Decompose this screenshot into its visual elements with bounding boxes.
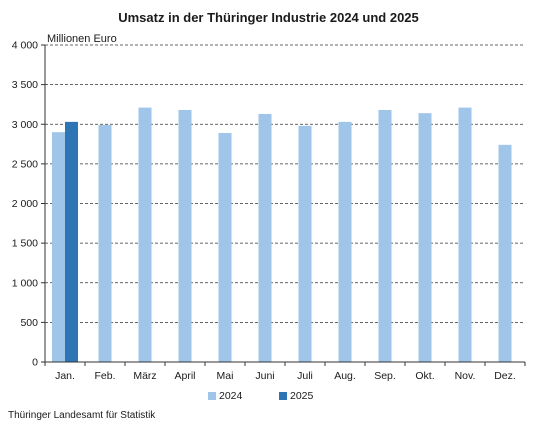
bar-2024-7	[338, 121, 352, 362]
legend-swatch-2024	[208, 392, 216, 400]
axes	[41, 44, 526, 366]
bar-2024-5	[258, 113, 272, 362]
x-tick-label: Okt.	[415, 370, 434, 382]
legend-swatch-2025	[279, 392, 287, 400]
bar-2024-6	[298, 125, 312, 363]
legend-label-2024: 2024	[219, 390, 243, 402]
x-tick-label: Nov.	[455, 370, 476, 382]
bar-2024-10	[458, 107, 472, 362]
legend: 2024 2025	[208, 390, 314, 402]
x-tick-label: Aug.	[334, 370, 356, 382]
bar-2024-0	[52, 132, 65, 362]
source-note: Thüringer Landesamt für Statistik	[8, 410, 156, 421]
bars	[52, 107, 512, 363]
bar-2024-8	[378, 109, 392, 362]
x-tick-label: Jan.	[55, 370, 75, 382]
y-tick-label: 4 000	[12, 40, 38, 52]
y-tick-label: 0	[32, 357, 38, 369]
y-tick-label: 500	[20, 317, 38, 329]
bar-2024-9	[418, 113, 432, 362]
bar-2025-0	[65, 121, 78, 362]
x-tick-label: Feb.	[94, 370, 115, 382]
y-tick-label: 1 000	[12, 277, 38, 289]
legend-label-2025: 2025	[290, 390, 314, 402]
bar-2024-3	[178, 109, 192, 362]
y-axis-unit-label: Millionen Euro	[47, 33, 117, 45]
bar-2024-4	[218, 132, 232, 362]
x-tick-label: Sep.	[374, 370, 396, 382]
x-tick-label: Mai	[217, 370, 234, 382]
bar-2024-2	[138, 107, 152, 362]
bar-2024-1	[98, 125, 112, 362]
y-tick-label: 3 500	[12, 79, 38, 91]
y-tick-label: 1 500	[12, 238, 38, 250]
chart-title: Umsatz in der Thüringer Industrie 2024 u…	[118, 10, 419, 25]
x-tick-label: Juli	[297, 370, 313, 382]
x-tick-label: April	[174, 370, 195, 382]
x-tick-label: März	[133, 370, 156, 382]
y-tick-label: 3 000	[12, 119, 38, 131]
y-tick-labels: 0 500 1 000 1 500 2 000 2 500 3 000 3 500 4 000	[12, 40, 38, 369]
bar-2024-11	[498, 144, 512, 362]
x-tick-label: Dez.	[494, 370, 516, 382]
y-tick-label: 2 000	[12, 198, 38, 210]
x-tick-label: Juni	[255, 370, 274, 382]
gridlines	[45, 44, 525, 323]
x-tick-labels: Jan. Feb. März April Mai Juni Juli Aug. Sep. Okt.…	[55, 370, 516, 382]
y-tick-label: 2 500	[12, 158, 38, 170]
